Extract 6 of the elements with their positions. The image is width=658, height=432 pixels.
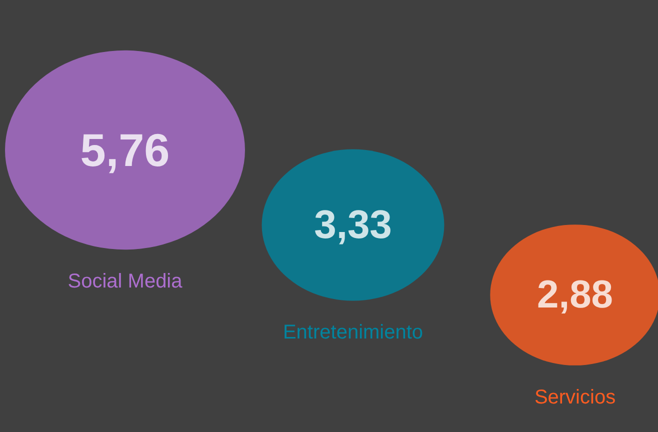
- data-label: 3,33: [314, 203, 392, 247]
- category-label: Social Media: [68, 270, 184, 293]
- data-label: 2,88: [537, 274, 613, 316]
- category-label: Entretenimiento: [282, 322, 424, 344]
- category-label: Servicios: [534, 386, 616, 408]
- data-label: 5,76: [80, 124, 170, 176]
